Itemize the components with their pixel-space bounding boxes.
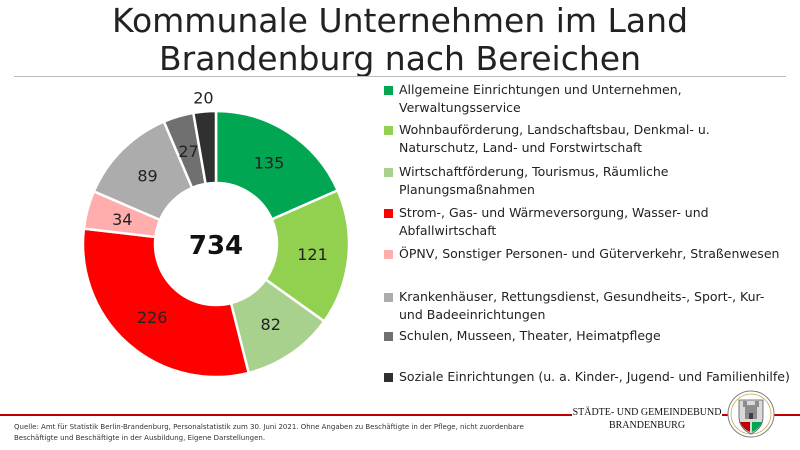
donut-total-label: 734 bbox=[189, 231, 243, 261]
donut-value-label: 89 bbox=[137, 166, 157, 185]
legend-label: Wohnbauförderung, Landschaftsbau, Denkma… bbox=[399, 122, 710, 155]
legend-swatch bbox=[384, 126, 393, 135]
page-title: Kommunale Unternehmen im Land Brandenbur… bbox=[111, 1, 689, 78]
legend-swatch bbox=[384, 293, 393, 302]
donut-value-label: 27 bbox=[178, 142, 198, 161]
coat-of-arms-logo bbox=[727, 390, 775, 438]
donut-value-label: 34 bbox=[112, 210, 132, 229]
legend-item: ÖPNV, Sonstiger Personen- und Güterverke… bbox=[384, 245, 792, 263]
donut-slice bbox=[191, 109, 218, 186]
legend-item: Wirtschaftförderung, Tourismus, Räumlich… bbox=[384, 163, 792, 199]
donut-slice bbox=[81, 227, 251, 379]
legend-label: Schulen, Musseen, Theater, Heimatpflege bbox=[399, 328, 661, 343]
legend-label: Soziale Einrichtungen (u. a. Kinder-, Ju… bbox=[399, 369, 790, 384]
legend-label: Wirtschaftförderung, Tourismus, Räumlich… bbox=[399, 164, 669, 197]
donut-slices bbox=[81, 109, 351, 379]
legend-item: Allgemeine Einrichtungen und Unternehmen… bbox=[384, 81, 792, 117]
organization-name-line1: STÄDTE- UND GEMEINDEBUND bbox=[572, 407, 722, 418]
donut-slice bbox=[214, 109, 340, 222]
legend-swatch bbox=[384, 332, 393, 341]
legend-label: Krankenhäuser, Rettungsdienst, Gesundhei… bbox=[399, 289, 765, 322]
donut-value-label: 121 bbox=[297, 245, 328, 264]
donut-value-label: 135 bbox=[254, 154, 285, 173]
donut-value-label: 226 bbox=[137, 308, 168, 327]
legend-label: ÖPNV, Sonstiger Personen- und Güterverke… bbox=[399, 246, 780, 261]
donut-value-label: 20 bbox=[193, 89, 213, 108]
legend-swatch bbox=[384, 168, 393, 177]
donut-value-label: 82 bbox=[261, 315, 281, 334]
donut-slice bbox=[263, 188, 351, 324]
organization-name-line2: BRANDENBURG bbox=[608, 420, 686, 431]
legend-label: Allgemeine Einrichtungen und Unternehmen… bbox=[399, 82, 682, 115]
source-note: Quelle: Amt für Statistik Berlin-Branden… bbox=[14, 423, 524, 442]
footer-divider bbox=[0, 414, 800, 416]
organization-name: STÄDTE- UND GEMEINDEBUND BRANDENBURG bbox=[572, 406, 722, 432]
legend-label: Strom-, Gas- und Wärmeversorgung, Wasser… bbox=[399, 205, 709, 238]
donut-value-labels: 135 121 82 226 34 89 27 20 bbox=[112, 89, 328, 335]
legend-swatch bbox=[384, 250, 393, 259]
title-divider bbox=[14, 76, 786, 77]
legend-item: Krankenhäuser, Rettungsdienst, Gesundhei… bbox=[384, 288, 792, 324]
legend-item: Soziale Einrichtungen (u. a. Kinder-, Ju… bbox=[384, 368, 792, 386]
legend-item: Strom-, Gas- und Wärmeversorgung, Wasser… bbox=[384, 204, 792, 240]
legend-swatch bbox=[384, 86, 393, 95]
donut-chart: 135 121 82 226 34 89 27 20 734 bbox=[81, 89, 351, 379]
legend-item: Wohnbauförderung, Landschaftsbau, Denkma… bbox=[384, 121, 792, 157]
legend-swatch bbox=[384, 373, 393, 382]
legend-swatch bbox=[384, 209, 393, 218]
legend-item: Schulen, Musseen, Theater, Heimatpflege bbox=[384, 327, 792, 345]
